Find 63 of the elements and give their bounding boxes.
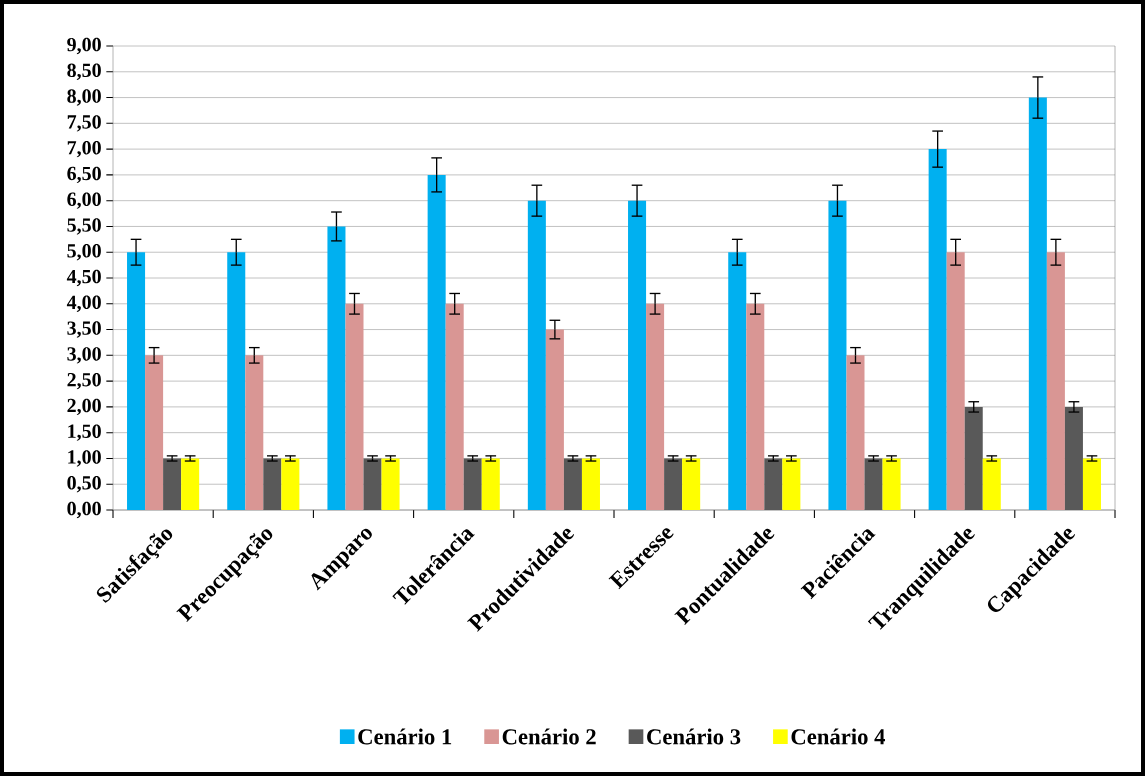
y-tick-label: 5,00 [67,244,101,261]
bar [263,458,282,510]
bar [181,458,200,510]
y-tick-label: 8,00 [67,89,101,106]
y-tick-label: 0,50 [67,476,101,493]
bar [628,200,647,510]
bar [163,458,182,510]
y-tick-label: 3,50 [67,321,101,338]
bar [227,252,246,510]
bar [481,458,500,510]
bar [363,458,382,510]
bar [1028,97,1047,510]
bar [782,458,801,510]
bar [764,458,783,510]
bar [864,458,883,510]
y-tick-label: 4,50 [66,269,101,287]
bar [964,406,983,510]
bar [728,252,747,510]
bar [882,458,901,510]
bar [846,355,865,510]
y-tick-label: 0,00 [67,501,101,519]
bar [646,303,665,510]
bar [445,303,464,510]
bar [327,226,346,510]
y-tick-label: 6,50 [67,166,101,184]
legend-label: Cenário 2 [502,728,596,745]
bar [345,303,364,510]
y-tick-label: 1,00 [68,450,101,467]
bar [381,458,400,510]
y-tick-label: 5,50 [67,218,101,235]
bar [563,458,582,510]
bar [928,149,947,510]
bar [664,458,683,510]
legend-label: Cenário 4 [791,728,886,745]
y-tick-label: 4,00 [66,295,101,312]
legend-label: Cenário 1 [358,728,452,745]
y-tick-label: 3,00 [67,347,101,364]
bar [427,174,446,510]
y-tick-label: 1,50 [68,424,101,441]
bar [145,355,164,510]
bar [1046,252,1065,510]
y-tick-label: 6,00 [67,192,101,209]
bar [746,303,765,510]
y-tick-label: 2,00 [67,398,101,416]
bar [545,329,564,510]
bar [828,200,847,510]
bar [982,458,1001,510]
bar [245,355,264,510]
bar [1082,458,1101,510]
y-tick-label: 7,00 [67,140,101,158]
bar [1064,406,1083,510]
bar [946,252,965,510]
y-tick-label: 7,50 [67,115,101,132]
bar [527,200,546,510]
bar [127,252,146,510]
y-tick-label: 8,50 [67,63,101,80]
bar [682,458,701,510]
y-tick-label: 9,00 [67,37,101,55]
bar [581,458,600,510]
legend-label: Cenário 3 [647,728,741,745]
y-tick-label: 2,50 [67,372,101,390]
bar [463,458,482,510]
bar [281,458,300,510]
